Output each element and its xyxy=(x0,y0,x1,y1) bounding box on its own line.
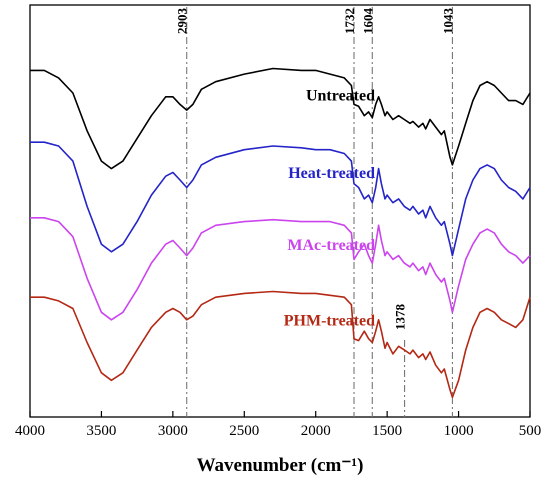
x-axis-label: Wavenumber (cm⁻¹) xyxy=(197,455,364,476)
x-tick-label: 500 xyxy=(519,423,542,439)
annotation-label: 1043 xyxy=(440,8,455,35)
series-line xyxy=(30,290,531,399)
series-label: Heat-treated xyxy=(288,165,375,182)
annotation-lines: 2903 1732 1604 1043 1378 xyxy=(175,7,455,417)
series-line xyxy=(30,141,531,257)
x-tick-label: 1000 xyxy=(444,423,474,439)
x-tick-label: 4000 xyxy=(15,423,45,439)
plot-frame xyxy=(29,4,531,418)
annotation-label: 2903 xyxy=(175,8,190,35)
x-tick-label: 2500 xyxy=(229,423,259,439)
series-label: Untreated xyxy=(306,88,375,105)
series-labels: Untreated Heat-treated MAc-treated PHM-trea… xyxy=(284,88,375,330)
series-line xyxy=(30,217,531,321)
x-tick-label: 3000 xyxy=(158,423,188,439)
series-lines xyxy=(30,67,531,399)
series-label: MAc-treated xyxy=(287,237,375,254)
x-axis: 4000 3500 3000 2500 2000 1500 1000 500 xyxy=(15,411,541,439)
x-tick-label: 3500 xyxy=(86,423,116,439)
annotation-label: 1604 xyxy=(360,8,375,35)
annotation-label: 1732 xyxy=(342,8,357,34)
annotation-label: 1378 xyxy=(393,304,408,331)
x-tick-label: 2000 xyxy=(301,423,331,439)
series-line xyxy=(30,67,531,170)
series-label: PHM-treated xyxy=(284,313,375,330)
x-tick-label: 1500 xyxy=(372,423,402,439)
